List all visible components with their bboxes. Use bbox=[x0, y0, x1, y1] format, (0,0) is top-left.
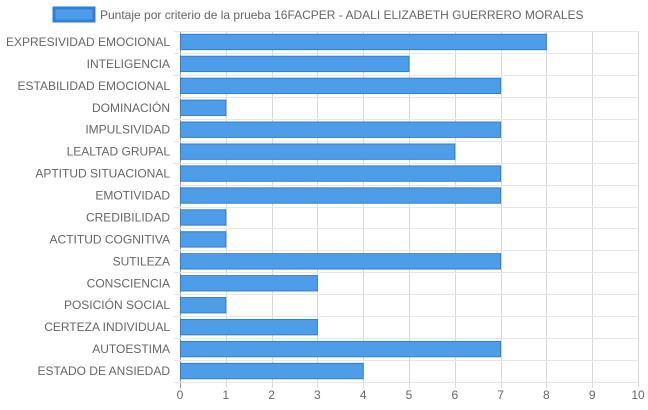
category-label: CERTEZA INDIVIDUAL bbox=[44, 320, 170, 334]
bar[interactable] bbox=[180, 275, 318, 292]
x-tick-label: 8 bbox=[543, 388, 550, 402]
x-tick-label: 5 bbox=[406, 388, 413, 402]
bar[interactable] bbox=[180, 318, 318, 336]
category-label: POSICIÓN SOCIAL bbox=[64, 297, 170, 312]
category-label: ACTITUD COGNITIVA bbox=[50, 232, 170, 246]
category-label: CREDIBILIDAD bbox=[86, 210, 170, 224]
x-tick-label: 4 bbox=[360, 388, 367, 402]
legend-swatch bbox=[52, 6, 96, 23]
legend[interactable]: Puntaje por criterio de la prueba 16FACP… bbox=[52, 6, 584, 23]
bar[interactable] bbox=[180, 209, 227, 226]
x-tick-label: 6 bbox=[451, 388, 458, 402]
bar[interactable] bbox=[180, 187, 502, 204]
category-label: INTELIGENCIA bbox=[87, 57, 170, 71]
bar[interactable] bbox=[180, 33, 547, 51]
category-label: AUTOESTIMA bbox=[92, 342, 170, 356]
legend-label: Puntaje por criterio de la prueba 16FACP… bbox=[100, 8, 584, 22]
bar[interactable] bbox=[180, 165, 502, 182]
category-label: ESTADO DE ANSIEDAD bbox=[38, 364, 171, 378]
category-label: SUTILEZA bbox=[113, 254, 170, 268]
bar[interactable] bbox=[180, 253, 502, 270]
category-label: DOMINACIÓN bbox=[92, 100, 170, 115]
x-tick-labels: 0 1 2 3 4 5 6 7 8 9 10 bbox=[177, 388, 645, 402]
bars bbox=[180, 33, 547, 380]
x-tick-label: 9 bbox=[589, 388, 596, 402]
category-label: EMOTIVIDAD bbox=[95, 189, 170, 203]
bar[interactable] bbox=[180, 297, 227, 314]
bar[interactable] bbox=[180, 143, 456, 160]
category-label: CONSCIENCIA bbox=[87, 276, 170, 290]
bar[interactable] bbox=[180, 340, 502, 358]
category-label: IMPULSIVIDAD bbox=[85, 123, 170, 137]
x-tick-label: 0 bbox=[177, 388, 184, 402]
x-tick-label: 7 bbox=[497, 388, 504, 402]
x-tick-label: 1 bbox=[222, 388, 229, 402]
x-tick-label: 10 bbox=[631, 388, 645, 402]
x-tick-label: 2 bbox=[268, 388, 275, 402]
category-labels: EXPRESIVIDAD EMOCIONAL INTELIGENCIA ESTABI… bbox=[6, 35, 170, 378]
x-tick-label: 3 bbox=[314, 388, 321, 402]
category-label: LEALTAD GRUPAL bbox=[67, 145, 171, 159]
bar[interactable] bbox=[180, 231, 227, 248]
category-label: APTITUD SITUACIONAL bbox=[35, 167, 170, 181]
category-label: EXPRESIVIDAD EMOCIONAL bbox=[6, 35, 170, 49]
category-label: ESTABILIDAD EMOCIONAL bbox=[18, 79, 171, 93]
bar[interactable] bbox=[180, 362, 364, 380]
bar[interactable] bbox=[180, 121, 502, 138]
bar[interactable] bbox=[180, 77, 502, 95]
bar[interactable] bbox=[180, 99, 227, 116]
bar[interactable] bbox=[180, 55, 410, 73]
